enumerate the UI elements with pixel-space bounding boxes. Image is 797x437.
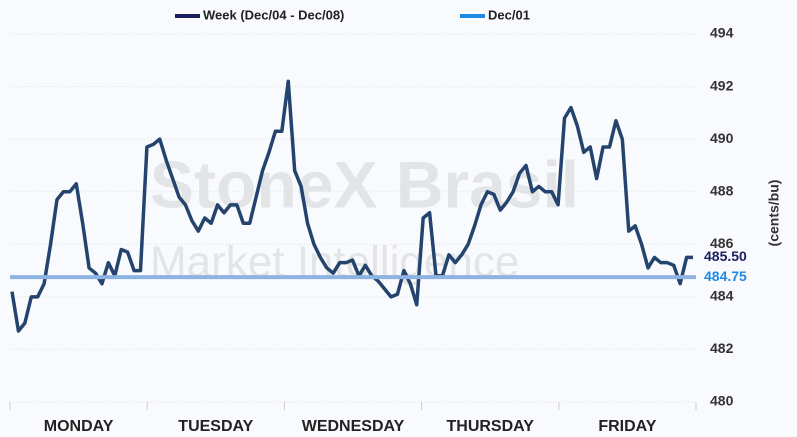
y-tick-label: 494 [710,25,734,41]
y-tick-label: 488 [710,182,734,198]
x-tick-label: THURSDAY [446,418,534,435]
y-tick-label: 490 [710,130,734,146]
value-label: 484.75 [704,268,747,284]
y-tick-label: 484 [710,288,734,304]
y-axis-label: (cents/bu) [766,180,782,247]
y-tick-label: 486 [710,235,734,251]
y-tick-label: 482 [710,340,734,356]
series-line [10,79,693,333]
x-tick-label: FRIDAY [598,418,656,435]
legend-label: Week (Dec/04 - Dec/08) [203,7,344,22]
value-label: 485.50 [704,248,747,264]
watermark-text: Market Intelligence [150,238,519,287]
y-tick-label: 480 [710,393,734,409]
y-tick-label: 492 [710,77,734,93]
legend-label: Dec/01 [488,7,530,22]
x-tick-label: WEDNESDAY [302,418,405,435]
x-tick-label: MONDAY [44,418,114,435]
x-tick-label: TUESDAY [178,418,253,435]
